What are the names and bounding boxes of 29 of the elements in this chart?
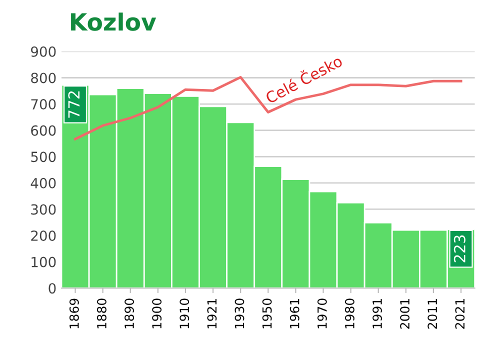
x-tick-label: 1869 xyxy=(69,298,79,328)
x-tick-label: 2011 xyxy=(428,298,438,329)
x-tick-label: 1921 xyxy=(207,298,217,328)
x-tick-label: 1890 xyxy=(124,298,134,328)
y-tick-label: 100 xyxy=(32,256,56,268)
x-tick-label: 1950 xyxy=(262,298,272,328)
x-tick-label: 1880 xyxy=(97,298,106,328)
text: Celé Česko xyxy=(264,52,344,104)
x-tick-label: 2001 xyxy=(400,298,410,329)
x-tick-label: 1900 xyxy=(152,298,162,328)
y-tick-label: 0 xyxy=(48,283,56,294)
data-label: 772 xyxy=(68,91,80,118)
chart-title: Kozlov xyxy=(71,12,156,31)
x-tick-label: 1910 xyxy=(180,298,190,328)
data-label: 223 xyxy=(454,235,466,262)
x-tick-label: 1980 xyxy=(344,298,354,328)
y-tick-label: 900 xyxy=(31,46,56,57)
y-tick-label: 300 xyxy=(31,204,56,215)
x-tick-label: 1991 xyxy=(372,298,382,328)
x-tick-label: 1930 xyxy=(234,298,244,328)
y-tick-label: 200 xyxy=(31,230,56,241)
y-tick-label: 700 xyxy=(31,99,56,110)
y-tick-label: 600 xyxy=(31,125,56,136)
x-tick-label: 1970 xyxy=(317,298,327,328)
y-tick-label: 800 xyxy=(31,72,56,84)
y-tick-label: 500 xyxy=(31,152,56,162)
x-tick-label: 2021 xyxy=(455,298,465,329)
y-tick-label: 400 xyxy=(30,178,56,188)
x-tick-label: 1961 xyxy=(290,298,300,328)
